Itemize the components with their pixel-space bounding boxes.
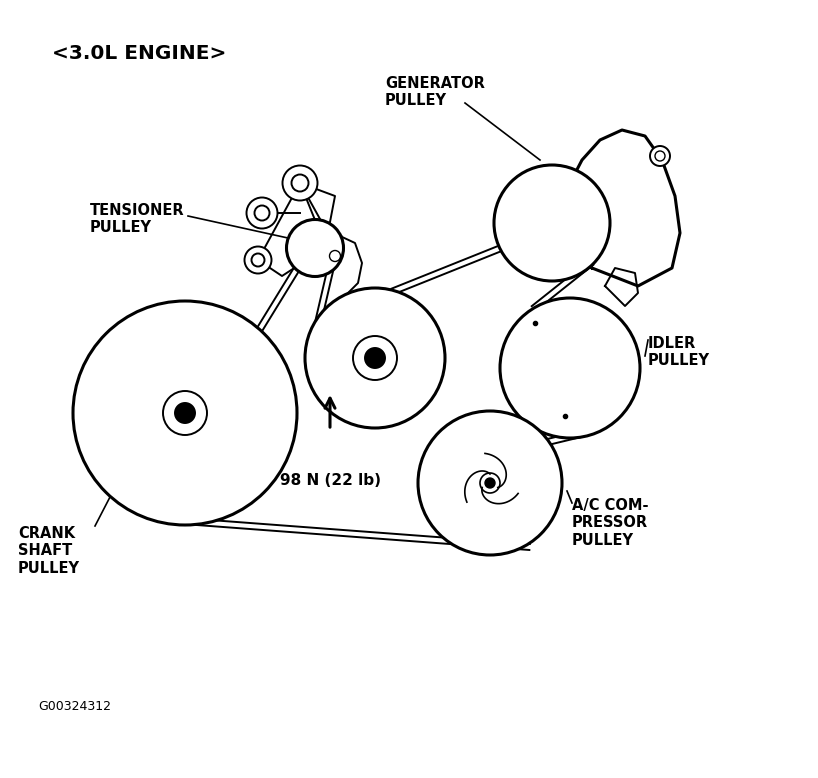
- Circle shape: [73, 301, 297, 525]
- Circle shape: [286, 219, 344, 276]
- Circle shape: [418, 411, 562, 555]
- Circle shape: [485, 478, 495, 488]
- Text: IDLER
PULLEY: IDLER PULLEY: [648, 336, 710, 369]
- Circle shape: [365, 348, 385, 368]
- Text: 98 N (22 lb): 98 N (22 lb): [280, 473, 380, 488]
- Circle shape: [305, 288, 445, 428]
- Circle shape: [175, 403, 195, 423]
- Circle shape: [494, 165, 610, 281]
- Circle shape: [245, 247, 272, 274]
- Text: GENERATOR
PULLEY: GENERATOR PULLEY: [385, 76, 485, 108]
- Circle shape: [246, 198, 277, 229]
- Text: CRANK
SHAFT
PULLEY: CRANK SHAFT PULLEY: [18, 526, 80, 576]
- Text: <3.0L ENGINE>: <3.0L ENGINE>: [52, 44, 227, 62]
- Text: G00324312: G00324312: [38, 699, 111, 713]
- Circle shape: [282, 166, 317, 201]
- Circle shape: [650, 146, 670, 166]
- Text: A/C COM-
PRESSOR
PULLEY: A/C COM- PRESSOR PULLEY: [572, 498, 649, 548]
- Circle shape: [500, 298, 640, 438]
- Text: TENSIONER
PULLEY: TENSIONER PULLEY: [90, 203, 185, 236]
